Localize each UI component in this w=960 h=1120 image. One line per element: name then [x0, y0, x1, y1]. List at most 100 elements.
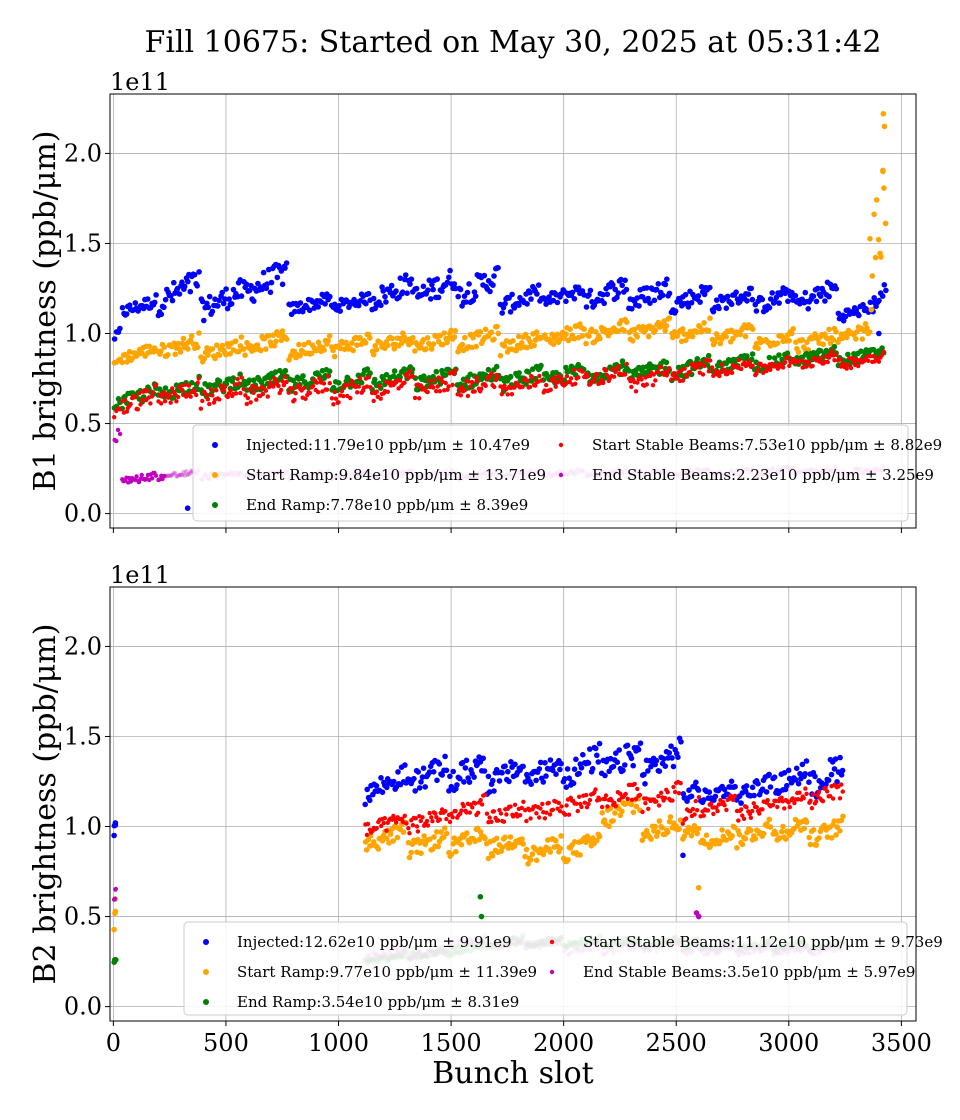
data-point: [410, 823, 416, 828]
data-point: [678, 739, 684, 745]
data-point: [462, 765, 469, 771]
data-point: [192, 388, 198, 393]
data-point: [584, 792, 589, 798]
data-point: [546, 294, 552, 300]
data-point: [615, 290, 622, 296]
x-axis-label: Bunch slot: [432, 1056, 593, 1091]
data-point: [621, 327, 627, 334]
data-point: [717, 340, 724, 347]
data-point: [760, 807, 765, 812]
data-point: [272, 369, 279, 375]
data-point: [118, 407, 123, 412]
data-point: [393, 288, 399, 294]
data-point: [331, 353, 338, 360]
data-point: [482, 835, 488, 842]
data-point: [812, 773, 818, 780]
data-point: [433, 368, 440, 375]
data-point: [810, 827, 817, 833]
data-point: [839, 767, 846, 774]
x-tick-label: 1500: [421, 1029, 482, 1057]
data-point: [230, 286, 237, 293]
data-point: [610, 763, 617, 770]
data-point: [321, 347, 327, 353]
data-point: [437, 389, 443, 394]
data-point: [244, 339, 250, 346]
data-point: [808, 798, 813, 803]
data-point: [782, 360, 788, 365]
data-point: [826, 326, 832, 333]
data-point: [522, 331, 529, 338]
data-point: [876, 330, 882, 337]
data-point: [260, 269, 267, 276]
data-point: [194, 392, 199, 398]
data-point: [805, 306, 811, 312]
x-tick-label: 3000: [758, 1029, 819, 1057]
data-point: [593, 745, 599, 752]
data-point: [135, 407, 140, 412]
data-point: [434, 389, 439, 394]
data-point: [524, 818, 529, 824]
data-point: [331, 301, 338, 308]
legend-label: Start Ramp:9.77e10 ppb/μm ± 11.39e9: [237, 963, 537, 981]
data-point: [665, 790, 670, 795]
data-point: [644, 382, 649, 387]
data-point: [537, 373, 542, 379]
data-point: [401, 366, 407, 372]
data-point: [785, 354, 791, 360]
data-point: [571, 766, 578, 772]
data-point: [563, 812, 568, 817]
data-point: [810, 363, 815, 369]
data-point: [600, 291, 606, 298]
data-point: [771, 355, 778, 361]
data-point: [297, 353, 303, 359]
data-point: [755, 367, 761, 373]
data-point: [597, 335, 603, 342]
data-point: [604, 372, 609, 378]
data-point: [173, 470, 178, 476]
data-point: [407, 369, 413, 374]
data-point: [871, 211, 877, 218]
data-point: [594, 752, 600, 759]
data-point: [358, 379, 365, 386]
data-point: [595, 759, 602, 765]
data-point: [435, 384, 440, 389]
data-point: [378, 775, 384, 781]
data-point: [416, 785, 423, 791]
data-point: [588, 326, 595, 333]
data-point: [705, 808, 711, 813]
data-point: [630, 762, 636, 769]
data-point: [439, 376, 444, 381]
data-point: [667, 366, 672, 371]
data-point: [238, 334, 245, 340]
data-point: [646, 806, 651, 811]
data-point: [533, 383, 538, 388]
data-point: [124, 409, 130, 414]
data-point: [683, 337, 689, 344]
data-point: [736, 818, 741, 823]
data-point: [329, 396, 335, 401]
data-point: [499, 392, 504, 397]
data-point: [635, 786, 640, 792]
data-point: [564, 766, 571, 772]
data-point: [779, 828, 785, 835]
data-point: [129, 355, 135, 362]
data-point: [688, 300, 695, 306]
data-point: [520, 384, 525, 390]
data-point: [174, 474, 179, 479]
data-point: [816, 835, 822, 841]
data-point: [596, 833, 603, 840]
data-point: [803, 758, 810, 764]
data-point: [663, 359, 670, 366]
data-point: [184, 469, 189, 474]
data-point: [704, 357, 710, 363]
data-point: [251, 298, 257, 304]
data-point: [724, 293, 731, 300]
data-point: [402, 380, 407, 385]
data-point: [384, 342, 391, 349]
data-point: [308, 350, 315, 357]
data-point: [744, 805, 749, 810]
data-point: [797, 790, 802, 795]
data-point: [300, 373, 306, 379]
data-point: [831, 343, 838, 350]
data-point: [776, 300, 782, 306]
